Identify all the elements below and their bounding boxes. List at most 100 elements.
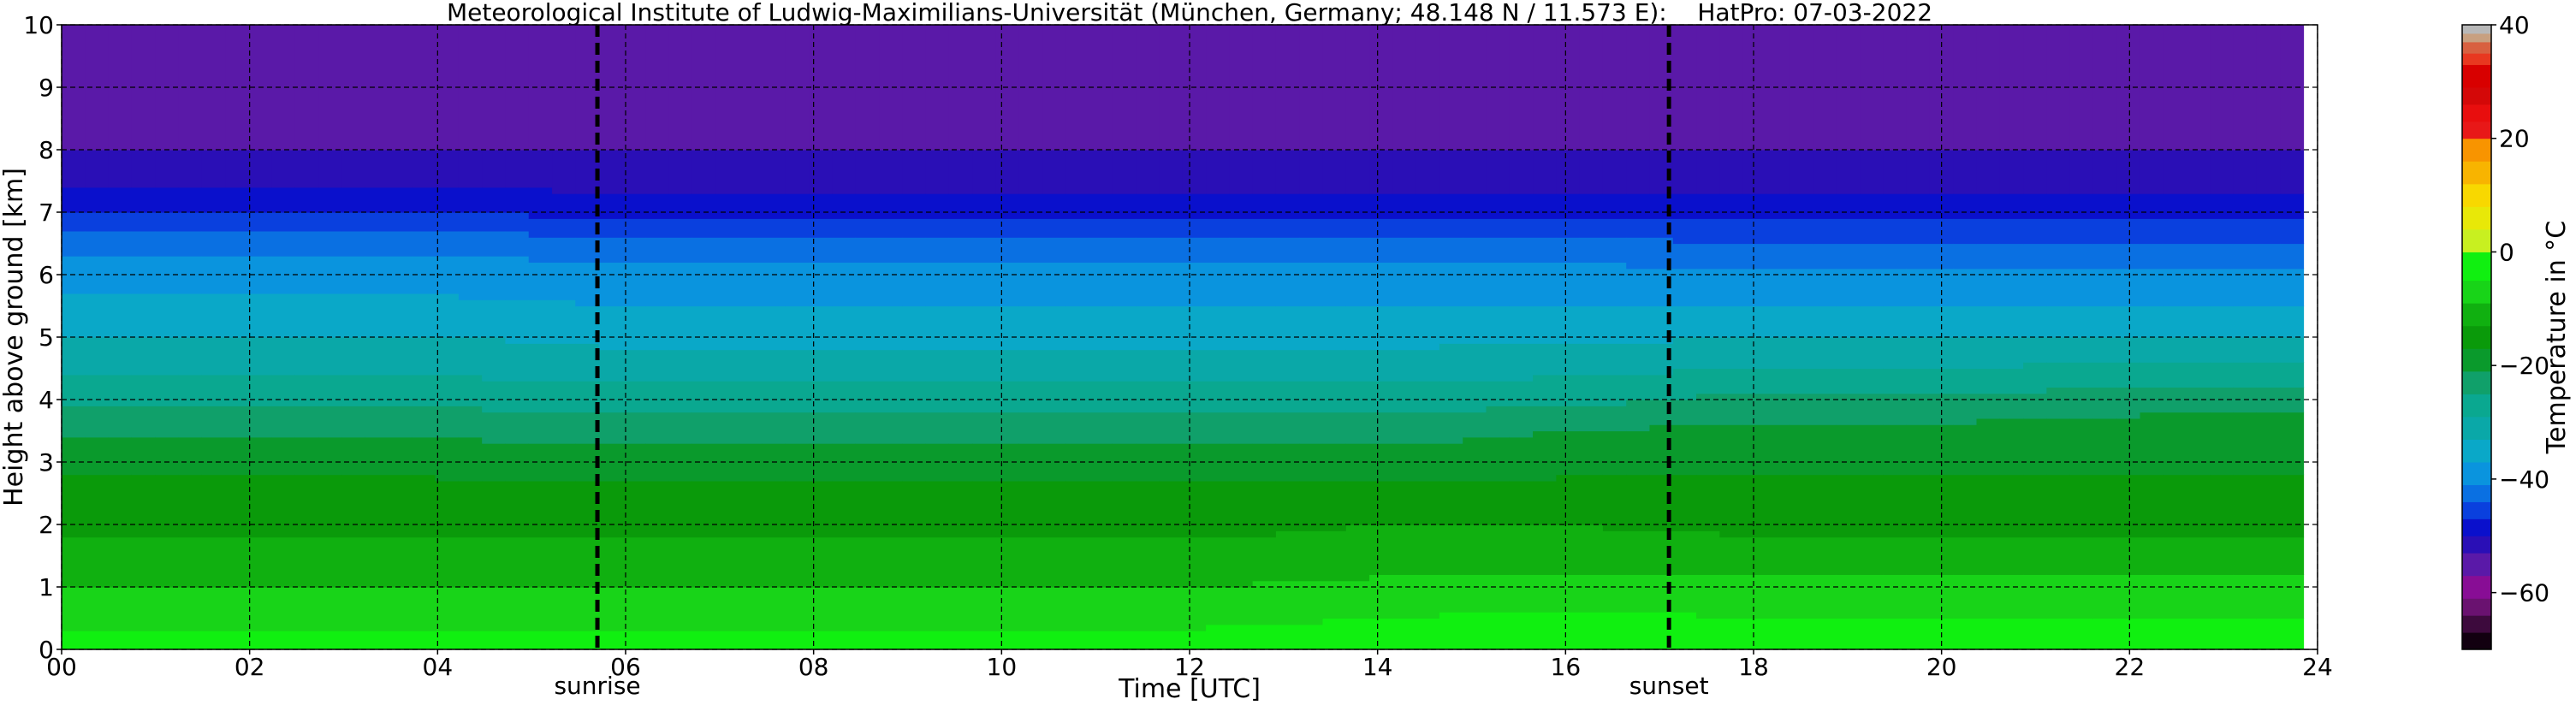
- heatmap-cell: [1369, 574, 1393, 619]
- y-tick-label: 8: [39, 136, 54, 164]
- heatmap-cell: [248, 436, 273, 476]
- heatmap-cell: [1392, 305, 1417, 351]
- heatmap-cell: [131, 187, 156, 213]
- heatmap-cell: [2210, 574, 2235, 619]
- heatmap-cell: [1322, 480, 1347, 531]
- heatmap-cell: [668, 349, 693, 382]
- heatmap-cell: [1322, 25, 1347, 151]
- heatmap-cell: [1463, 193, 1487, 219]
- heatmap-cell: [1042, 631, 1066, 649]
- heatmap-cell: [1042, 381, 1066, 413]
- heatmap-cell: [2069, 243, 2094, 270]
- heatmap-cell: [131, 406, 156, 438]
- heatmap-cell: [2187, 150, 2211, 194]
- heatmap-cell: [1672, 193, 1697, 219]
- heatmap-cell: [552, 299, 576, 344]
- heatmap-cell: [201, 25, 226, 151]
- colorbar-segment: [2462, 325, 2491, 349]
- heatmap-cell: [1813, 574, 1837, 619]
- x-tick-label: 08: [798, 653, 829, 681]
- heatmap-cell: [1439, 480, 1463, 525]
- heatmap-cell: [1790, 536, 1814, 575]
- heatmap-cell: [2163, 150, 2187, 194]
- heatmap-cell: [318, 150, 343, 188]
- sunrise-label: sunrise: [554, 672, 640, 700]
- heatmap-cell: [155, 474, 180, 538]
- heatmap-cell: [1953, 574, 1978, 619]
- heatmap-cell: [2187, 268, 2211, 307]
- heatmap-cell: [1042, 412, 1066, 444]
- heatmap-cell: [505, 480, 530, 538]
- heatmap-cell: [1416, 349, 1440, 382]
- heatmap-cell: [1579, 237, 1604, 263]
- heatmap-cell: [552, 412, 576, 444]
- heatmap-cell: [458, 230, 483, 257]
- heatmap-cell: [155, 150, 180, 188]
- heatmap-cell: [2092, 218, 2117, 245]
- heatmap-cell: [294, 587, 319, 631]
- x-tick-label: 00: [46, 653, 77, 681]
- heatmap-cell: [1018, 381, 1043, 413]
- heatmap-cell: [2187, 362, 2211, 388]
- heatmap-cell: [995, 305, 1020, 351]
- heatmap-cell: [318, 293, 343, 338]
- heatmap-cell: [972, 443, 997, 482]
- heatmap-cell: [318, 474, 343, 538]
- heatmap-cell: [1953, 474, 1978, 538]
- heatmap-cell: [552, 587, 576, 631]
- heatmap-cell: [1860, 218, 1884, 245]
- heatmap-cell: [1042, 193, 1066, 219]
- heatmap-cell: [1229, 305, 1254, 351]
- heatmap-cell: [1836, 305, 1861, 338]
- heatmap-cell: [1883, 193, 1908, 219]
- heatmap-cell: [739, 412, 763, 444]
- heatmap-cell: [2046, 418, 2071, 476]
- heatmap-cell: [1883, 574, 1908, 619]
- heatmap-cell: [458, 337, 483, 376]
- heatmap-cell: [458, 480, 483, 538]
- heatmap-cell: [2046, 536, 2071, 575]
- heatmap-cell: [995, 262, 1020, 307]
- heatmap-cell: [1836, 193, 1861, 219]
- heatmap-cell: [1696, 218, 1720, 245]
- heatmap-cell: [1369, 150, 1393, 194]
- heatmap-cell: [1275, 305, 1300, 351]
- heatmap-cell: [412, 230, 436, 257]
- heatmap-cell: [1790, 574, 1814, 619]
- heatmap-cell: [505, 256, 530, 300]
- heatmap-cell: [879, 305, 903, 351]
- heatmap-cell: [1672, 574, 1697, 613]
- heatmap-cell: [1018, 480, 1043, 538]
- heatmap-cell: [1018, 587, 1043, 631]
- heatmap-cell: [1322, 305, 1347, 351]
- heatmap-cell: [108, 293, 133, 338]
- heatmap-cell: [1182, 349, 1207, 382]
- heatmap-cell: [715, 443, 739, 482]
- heatmap-cell: [2280, 337, 2305, 363]
- heatmap-cell: [1929, 424, 1954, 476]
- heatmap-cell: [575, 631, 600, 649]
- heatmap-cell: [1065, 381, 1090, 413]
- heatmap-cell: [1439, 237, 1463, 263]
- heatmap-cell: [2069, 618, 2094, 649]
- heatmap-cell: [1463, 480, 1487, 525]
- heatmap-cell: [809, 25, 834, 151]
- heatmap-cell: [2280, 305, 2305, 338]
- heatmap-cell: [2163, 474, 2187, 538]
- heatmap-cell: [1486, 25, 1511, 151]
- heatmap-cell: [1533, 574, 1557, 613]
- heatmap-cell: [1883, 337, 1908, 370]
- heatmap-cell: [271, 436, 296, 476]
- heatmap-cell: [832, 193, 857, 219]
- heatmap-cell: [318, 187, 343, 213]
- heatmap-cell: [1486, 305, 1511, 344]
- heatmap-cell: [1042, 587, 1066, 631]
- colorbar-segment: [2462, 536, 2491, 554]
- heatmap-cell: [1906, 150, 1931, 194]
- heatmap-cell: [1345, 381, 1370, 413]
- heatmap-cell: [528, 443, 553, 482]
- heatmap-cell: [785, 536, 810, 588]
- heatmap-cell: [1299, 480, 1324, 531]
- heatmap-cell: [294, 436, 319, 476]
- heatmap-cell: [1696, 268, 1720, 307]
